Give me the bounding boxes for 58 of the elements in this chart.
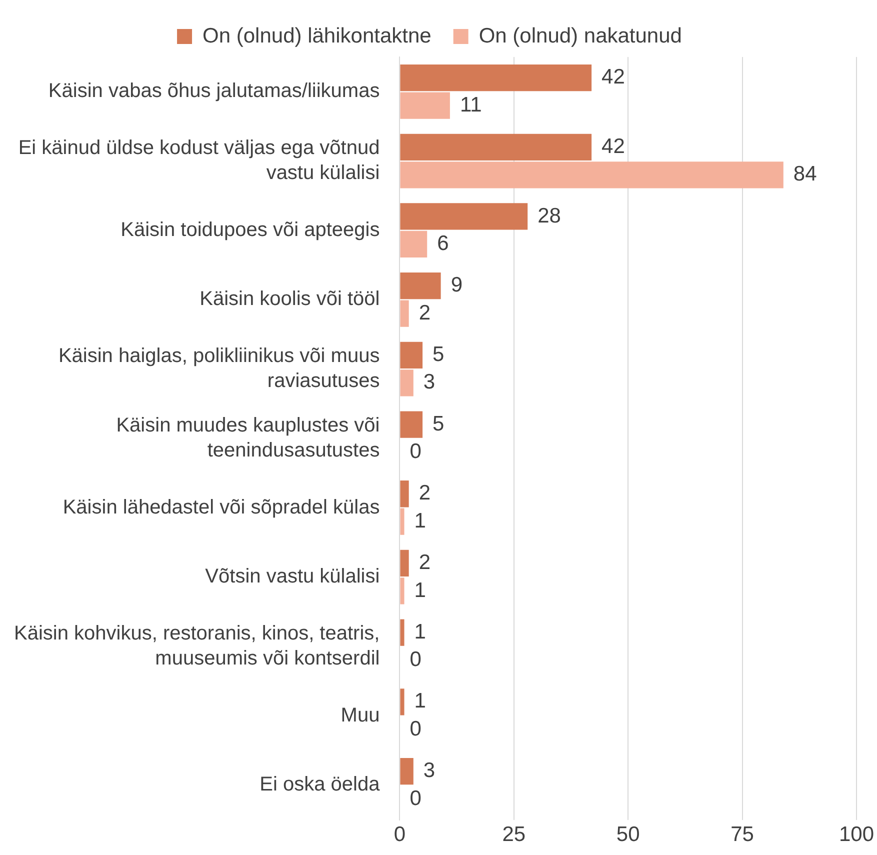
data-label: 0 xyxy=(410,648,422,672)
data-label: 0 xyxy=(410,717,422,740)
data-label: 2 xyxy=(418,482,431,505)
y-tick-label: Võtsin vastu külalisi xyxy=(205,566,380,588)
bar xyxy=(400,480,409,508)
data-label: 0 xyxy=(410,440,422,464)
y-tick-label: Käisin kohvikus, restoranis, kinos, teatris, muuseumis või kontserdil xyxy=(14,622,380,670)
bar xyxy=(400,550,409,577)
y-tick-label: Muu xyxy=(340,704,380,726)
bar xyxy=(400,578,404,604)
data-label: 9 xyxy=(450,274,462,297)
data-label: 2 xyxy=(418,301,431,324)
bar xyxy=(400,162,784,188)
bar xyxy=(400,92,450,119)
data-label: 42 xyxy=(602,66,625,89)
legend-label: On (olnud) nakatunud xyxy=(478,24,682,48)
data-label: 42 xyxy=(602,134,625,158)
bar xyxy=(400,619,404,646)
bar xyxy=(400,508,404,535)
bar xyxy=(400,411,423,438)
data-label: 1 xyxy=(414,578,426,602)
bar xyxy=(400,342,423,368)
y-tick-label: Käisin muudes kauplustes või teenindusasutustes xyxy=(116,414,380,462)
data-label: 2 xyxy=(418,551,431,574)
data-label: 1 xyxy=(414,509,426,532)
y-tick-label: Käisin toidupoes või apteegis xyxy=(120,218,380,241)
data-label: 28 xyxy=(538,204,561,228)
bar xyxy=(400,272,441,300)
data-label: 11 xyxy=(460,93,482,116)
y-tick-label: Käisin koolis või tööl xyxy=(200,288,380,310)
y-tick-label: Ei oska öelda xyxy=(260,774,381,796)
bar xyxy=(400,370,414,396)
bar xyxy=(400,300,409,327)
bar xyxy=(400,134,592,160)
x-tick-label: 100 xyxy=(838,823,874,846)
data-label: 3 xyxy=(423,759,436,782)
data-label: 1 xyxy=(414,620,426,644)
data-label: 6 xyxy=(437,232,449,256)
data-label: 3 xyxy=(423,370,436,394)
data-label: 5 xyxy=(432,342,444,366)
data-label: 5 xyxy=(432,412,444,436)
bar xyxy=(400,230,428,258)
data-label: 84 xyxy=(793,162,818,186)
x-tick-label: 50 xyxy=(616,823,640,846)
bar xyxy=(400,688,404,716)
data-label: 1 xyxy=(414,690,426,713)
data-label: 0 xyxy=(410,786,422,810)
x-tick-label: 25 xyxy=(502,823,526,846)
x-tick-label: 0 xyxy=(394,823,406,846)
bar xyxy=(400,758,414,785)
legend-label: On (olnud) lähikontaktne xyxy=(202,24,432,48)
x-tick-label: 75 xyxy=(730,823,754,846)
y-tick-label: Käisin haiglas, polikliinikus või muus raviasutuses xyxy=(58,345,380,392)
y-tick-label: Käisin lähedastel või sõpradel külas xyxy=(62,496,380,518)
y-tick-label: Käisin vabas õhus jalutamas/liikumas xyxy=(48,80,380,102)
y-tick-label: Ei käinud üldse kodust väljas ega võtnud vastu külalisi xyxy=(18,137,380,184)
bar xyxy=(400,203,528,230)
bar xyxy=(400,64,592,92)
